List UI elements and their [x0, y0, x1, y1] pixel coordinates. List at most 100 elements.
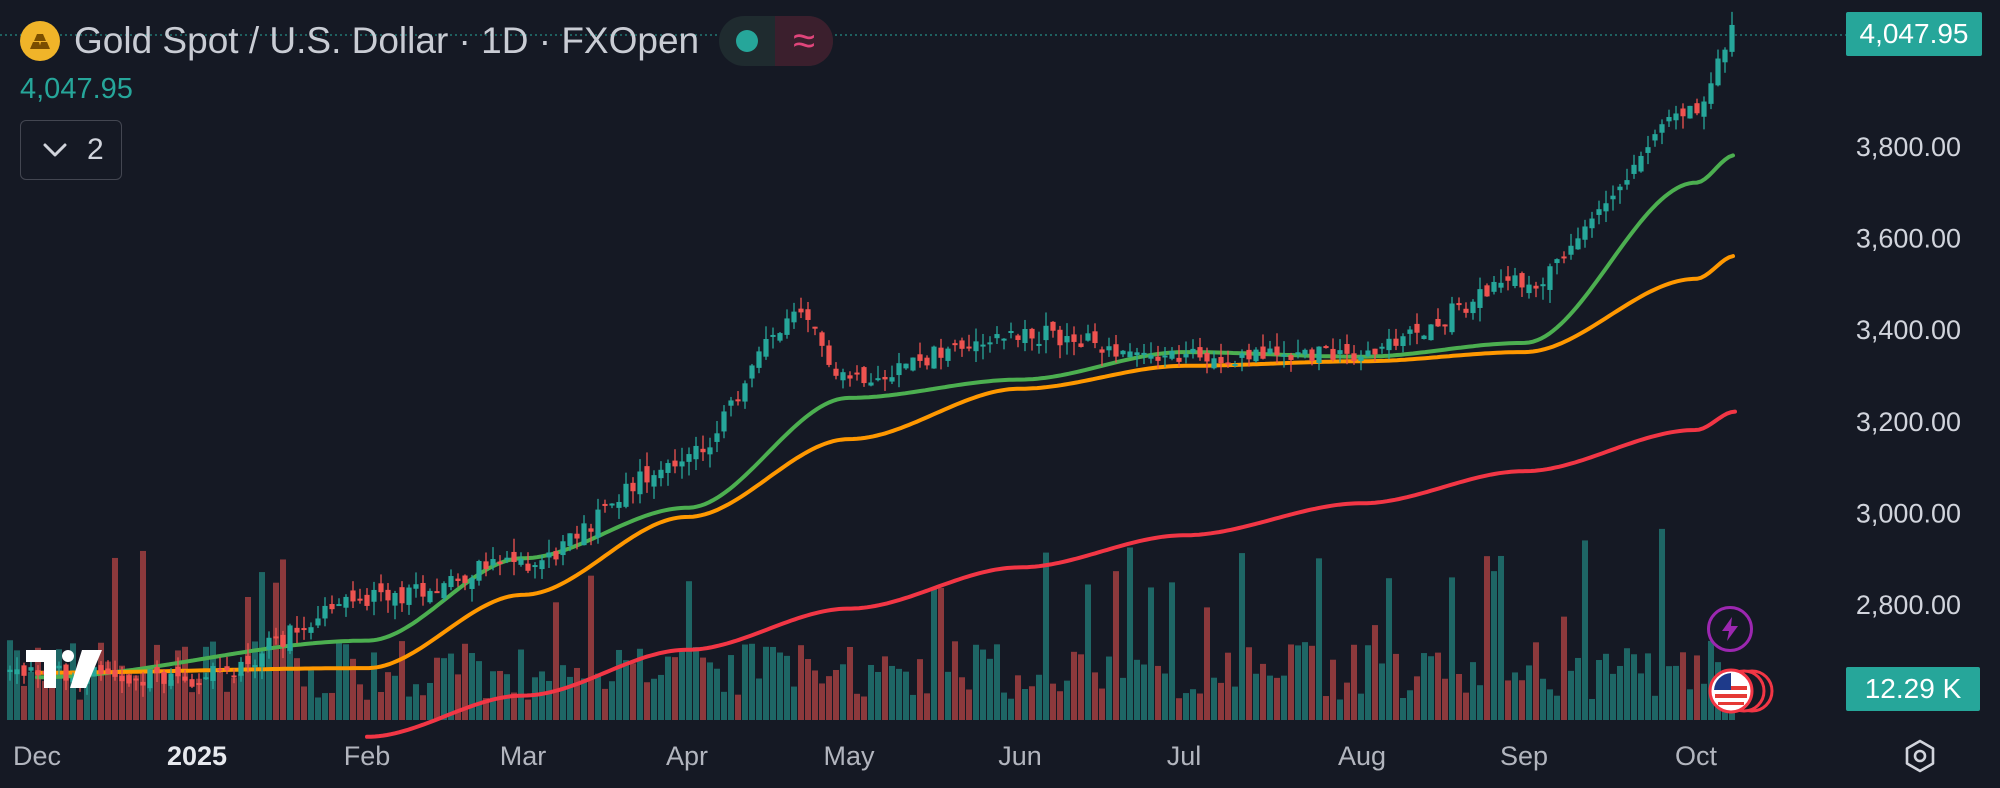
candle [756, 351, 762, 368]
candle [1645, 147, 1651, 153]
volume-bar [1295, 645, 1301, 720]
volume-bar [910, 694, 916, 720]
volume-bar [301, 686, 307, 720]
volume-bar [1008, 698, 1014, 720]
volume-bar [602, 688, 608, 720]
volume-bar [651, 678, 657, 720]
candle [805, 309, 811, 320]
candle [1526, 284, 1532, 294]
candle [224, 666, 230, 671]
candle [588, 528, 594, 532]
indicators-toggle[interactable]: 2 [20, 120, 122, 180]
volume-bar [679, 650, 685, 720]
candle [1484, 285, 1490, 297]
volume-bar [1253, 673, 1259, 720]
candle [826, 345, 832, 365]
candle [1225, 362, 1231, 365]
candle [952, 343, 958, 346]
volume-bar [924, 693, 930, 720]
candle [203, 677, 209, 680]
volume-bar [1449, 577, 1455, 720]
us-flag-icon[interactable] [1706, 666, 1778, 716]
candle [1064, 336, 1070, 343]
lightning-icon[interactable] [1707, 606, 1753, 652]
volume-bar [1400, 698, 1406, 720]
time-axis[interactable]: Dec 2025 Feb Mar Apr May Jun Jul Aug Sep Oct [13, 741, 1718, 771]
volume-bar [1596, 660, 1602, 720]
volume-bars [7, 528, 1735, 720]
volume-bar [1197, 693, 1203, 720]
y-tick-label: 3,400.00 [1856, 315, 1961, 345]
status-pill[interactable]: ≈ [719, 16, 834, 66]
volume-bar [1414, 676, 1420, 720]
symbol-header[interactable]: Gold Spot / U.S. Dollar · 1D · FXOpen ≈ [20, 14, 834, 68]
candle [329, 604, 335, 610]
volume-bar [1274, 677, 1280, 720]
candle [553, 551, 559, 560]
volume-bar [497, 670, 503, 720]
candle [168, 673, 174, 686]
candle [1589, 218, 1595, 229]
volume-bar [1064, 680, 1070, 720]
candle [1043, 325, 1049, 341]
candle [1267, 348, 1273, 354]
volume-bar [1316, 558, 1322, 720]
price-axis[interactable]: 3,800.00 3,600.00 3,400.00 3,200.00 3,000.00… [1856, 132, 1961, 620]
volume-bar [147, 668, 153, 720]
symbol-title[interactable]: Gold Spot / U.S. Dollar · 1D · FXOpen [74, 20, 700, 61]
volume-bar [1344, 682, 1350, 720]
candle [693, 445, 699, 460]
volume-bar [588, 575, 594, 720]
x-tick-label: 2025 [167, 741, 227, 771]
candle [448, 576, 454, 588]
volume-bar [1050, 683, 1056, 720]
volume-bar [1246, 647, 1252, 720]
candle [1323, 346, 1329, 349]
candle [1169, 351, 1175, 359]
candle [301, 628, 307, 631]
candle [959, 340, 965, 349]
settings-icon[interactable] [1902, 738, 1938, 774]
candle [28, 667, 34, 671]
volume-bar [1106, 656, 1112, 720]
wavy-lines-icon[interactable]: ≈ [775, 16, 834, 66]
volume-bar [658, 674, 664, 720]
candle [623, 483, 629, 507]
candle [483, 561, 489, 569]
volume-bar [77, 699, 83, 720]
candle [1603, 203, 1609, 212]
candle [777, 333, 783, 341]
volume-bar [427, 682, 433, 720]
volume-bar [1148, 587, 1154, 720]
volume-bar [952, 641, 958, 720]
volume-bar [154, 644, 160, 720]
volume-bar [693, 646, 699, 720]
volume-bar [294, 658, 300, 720]
candle [1596, 209, 1602, 215]
tradingview-logo[interactable] [26, 648, 104, 690]
candle [931, 346, 937, 369]
volume-bar [1225, 652, 1231, 720]
volume-bar [917, 659, 923, 720]
volume-bar [707, 662, 713, 720]
candle [1561, 256, 1567, 259]
y-tick-label: 2,800.00 [1856, 590, 1961, 620]
candle [245, 655, 251, 665]
candle [679, 461, 685, 467]
candle [14, 669, 20, 675]
candle [840, 372, 846, 381]
candle [1316, 346, 1322, 364]
candle [119, 675, 125, 682]
volume-bar [1190, 689, 1196, 720]
volume-bar [1694, 655, 1700, 720]
candle [1344, 344, 1350, 354]
gold-bars-icon [20, 21, 60, 61]
candle [91, 667, 97, 677]
candle [406, 587, 412, 605]
candle [1400, 336, 1406, 347]
candle [1309, 349, 1315, 362]
candle [1680, 108, 1686, 117]
volume-bar [1610, 673, 1616, 720]
candle [1001, 338, 1007, 341]
